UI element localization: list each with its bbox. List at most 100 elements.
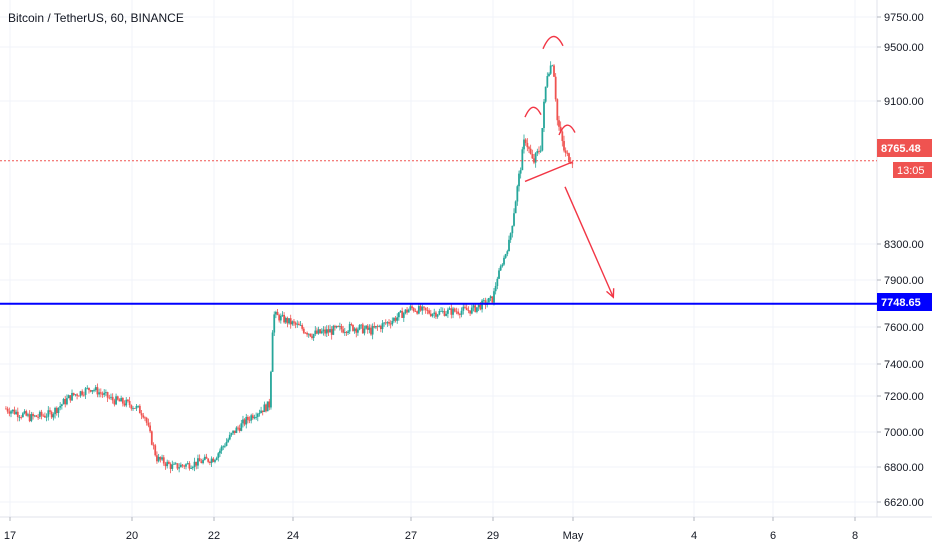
candle-body [181,464,184,466]
candle-body [235,427,238,433]
candle-body [458,313,461,315]
candle-body [399,310,402,313]
candle-body [347,331,349,333]
candle-body [431,314,434,317]
candle-body [314,330,317,335]
candle-body [116,396,119,400]
candle-body [111,396,114,401]
candle-body [106,392,109,398]
candle-body [251,415,254,419]
candle-body [558,120,560,127]
candle-body [335,325,338,328]
candle-body [18,416,21,418]
price-tick-label: 6620.00 [884,497,924,509]
candle-body [64,399,67,405]
candle-body [247,416,249,420]
candle-body [509,233,512,240]
candle-body [183,465,186,467]
candle-body [268,401,271,408]
candle-body [128,400,131,406]
candle-body [388,322,390,324]
candle-body [330,329,333,335]
candle-body [89,390,92,392]
candle-body [411,306,413,309]
candle-body [198,458,201,462]
candle-body [237,427,239,429]
candle-body [472,305,475,308]
candle-body [132,407,134,409]
candle-body [168,461,170,464]
candle-body [514,201,517,214]
candle-body [222,446,225,448]
candle-body [203,456,206,460]
head-arc [542,35,564,50]
candle-body [228,434,231,440]
candle-body [223,445,226,447]
candle-body [462,306,465,311]
candle-body [329,329,331,333]
candle-body [396,317,399,321]
candle-body [209,461,211,464]
time-tick-label: 8 [852,530,858,542]
candle-body [263,404,266,413]
candle-body [366,325,369,330]
candle-body [391,320,394,325]
candle-body [171,464,174,469]
time-tick-label: May [563,530,584,542]
candle-body [215,458,218,460]
candle-body [27,414,29,416]
candle-body [256,413,259,417]
candle-body [416,311,419,314]
time-tick-label: 29 [487,530,499,542]
candle-body [166,461,169,467]
support-price-label: 7748.65 [881,297,921,309]
candle-body [441,310,444,312]
candle-body [179,464,182,468]
candle-body [474,305,477,312]
candle-body [516,186,519,202]
price-tick-label: 9750.00 [884,12,924,24]
candle-body [93,389,95,391]
candle-body [169,463,172,469]
candle-body [186,463,189,465]
candle-body [159,456,162,460]
candle-body [568,153,570,162]
candle-body [271,332,274,372]
candle-body [140,413,143,416]
candle-body [230,433,233,435]
candle-body [62,399,65,405]
candle-body [394,318,397,321]
candle-body [193,461,196,468]
candle-body [355,328,358,333]
candle-body [286,317,289,324]
time-axis[interactable]: 17 20 22 24 27 29 May 4 6 8 [4,517,858,542]
projection-arrow [564,186,614,298]
candle-body [556,99,559,121]
candle-body [340,326,343,330]
candle-body [154,445,157,456]
price-tick-label: 7200.00 [884,391,924,403]
candle-body [225,441,228,446]
candle-body [217,453,220,459]
candle-body [15,411,17,415]
candle-body [266,401,269,412]
candle-body [448,308,451,310]
candle-body [373,326,376,328]
candle-body [190,468,193,469]
candle-body [316,330,318,334]
candle-body [138,405,141,414]
candle-body [322,329,325,332]
candle-body [531,153,534,159]
candle-body [28,414,31,422]
candle-body [428,310,431,314]
candle-body [352,324,354,331]
candle-body [435,312,437,317]
candle-body [496,278,499,286]
candle-body [476,307,478,312]
candle-body [6,408,9,412]
price-axis[interactable]: 9750.00 9500.00 9100.00 8300.00 7900.00 7600.… [877,12,924,509]
candle-body [301,325,304,329]
candle-body [59,405,62,408]
